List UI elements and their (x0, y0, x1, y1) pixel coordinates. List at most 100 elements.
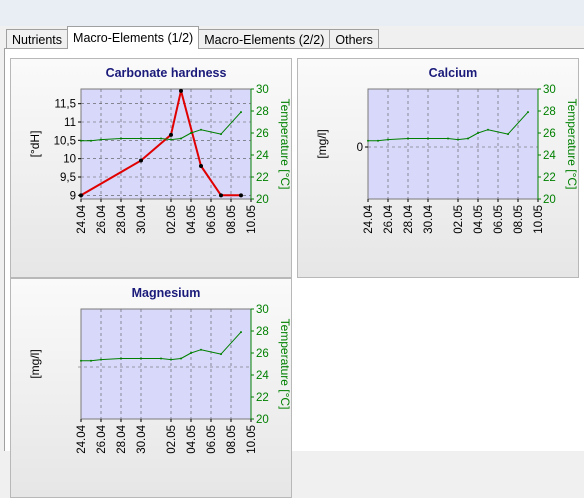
temperature-point (120, 357, 122, 360)
x-tick-label: 06.05 (206, 425, 218, 454)
x-tick-label: 10.05 (533, 205, 545, 234)
plot-area (80, 88, 252, 200)
temperature-tick-label: 22 (543, 172, 556, 184)
temperature-point (80, 139, 82, 142)
temperature-point (527, 111, 529, 114)
y-tick-label: 9 (70, 190, 76, 202)
temperature-tick-label: 28 (256, 326, 269, 338)
tab-bar: Nutrients Macro-Elements (1/2) Macro-Ele… (6, 26, 379, 49)
temperature-tick-label: 26 (256, 128, 269, 140)
temperature-tick-label: 30 (256, 304, 269, 316)
x-tick-label: 24.04 (363, 204, 375, 233)
x-tick-label: 06.05 (493, 205, 505, 234)
y-tick-label: 9,5 (60, 172, 76, 184)
temperature-point (170, 358, 172, 361)
temperature-point (160, 357, 162, 360)
x-tick-label: 26.04 (383, 204, 395, 233)
x-tick-label: 26.04 (96, 204, 108, 233)
temperature-point (200, 128, 202, 131)
hardness-point (79, 193, 83, 198)
temperature-point (427, 137, 429, 140)
x-tick-label: 06.05 (206, 205, 218, 234)
y-tick-label: 11 (64, 117, 76, 129)
temperature-tick-label: 20 (256, 194, 269, 206)
window-top-strip (0, 0, 584, 26)
temperature-tick-label: 20 (543, 194, 556, 206)
temperature-point (80, 359, 82, 362)
carbonate-hardness-chart-panel: Carbonate hardness 24.04 26.04 28.04 30.04 02… (10, 58, 292, 278)
temperature-tick-label: 24 (256, 370, 269, 382)
x-tick-label: 30.04 (423, 204, 435, 233)
x-tick-label: 04.05 (473, 205, 485, 234)
hardness-point (139, 158, 143, 163)
x-tick-label: 04.05 (186, 425, 198, 454)
x-tick-label: 02.05 (166, 205, 178, 234)
temperature-tick-label: 22 (256, 172, 269, 184)
temperature-point (160, 137, 162, 140)
x-tick-label: 10.05 (246, 205, 258, 234)
chart-title: Magnesium (132, 286, 201, 300)
temperature-point (367, 139, 369, 142)
x-tick-label: 26.04 (96, 424, 108, 453)
temperature-axis-label: Temperature [°C] (278, 99, 291, 190)
x-tick-label: 08.05 (226, 205, 238, 234)
x-tick-label: 02.05 (453, 205, 465, 234)
hardness-point (179, 88, 183, 93)
temperature-point (377, 139, 379, 142)
temperature-point (90, 359, 92, 362)
temperature-point (190, 352, 192, 354)
hardness-point (199, 164, 203, 168)
temperature-point (387, 138, 389, 141)
x-tick-label: 24.04 (76, 424, 88, 453)
temperature-point (200, 348, 202, 351)
temperature-point (170, 138, 172, 141)
temperature-tick-label: 24 (256, 150, 269, 162)
temperature-tick-label: 20 (256, 414, 269, 426)
temperature-point (100, 358, 102, 361)
temperature-tick-label: 28 (256, 106, 269, 118)
tab-macro-elements-1[interactable]: Macro-Elements (1/2) (67, 26, 200, 49)
calcium-chart-panel: Calcium 24.04 26.04 28.04 30.04 02.05 04.05 06.… (297, 58, 579, 278)
temperature-point (90, 139, 92, 142)
x-tick-label: 08.05 (226, 425, 238, 454)
magnesium-chart: Magnesium 24.04 26.04 28.04 30.04 02.05 04.05 0… (28, 286, 291, 454)
plot-area (367, 88, 539, 200)
carbonate-hardness-chart: Carbonate hardness 24.04 26.04 28.04 30.04 02… (28, 66, 291, 234)
x-tick-label: 02.05 (166, 425, 178, 454)
x-tick-label: 28.04 (116, 204, 128, 233)
x-tick-label: 24.04 (76, 204, 88, 233)
magnesium-chart-panel: Magnesium 24.04 26.04 28.04 30.04 02.05 04.05 0… (10, 278, 292, 498)
temperature-point (487, 128, 489, 131)
temperature-point (240, 331, 242, 334)
temperature-series-line (81, 111, 242, 142)
x-tick-label: 04.05 (186, 205, 198, 234)
x-tick-label: 30.04 (136, 204, 148, 233)
chart-title: Carbonate hardness (106, 66, 227, 80)
temperature-tick-label: 30 (543, 84, 556, 96)
temperature-tick-label: 28 (543, 106, 556, 118)
temperature-point (407, 137, 409, 140)
temperature-point (100, 138, 102, 141)
temperature-tick-label: 26 (256, 348, 269, 360)
y-axis-label: [mg/l] (315, 129, 329, 158)
temperature-tick-label: 30 (256, 84, 269, 96)
temperature-point (180, 357, 182, 360)
temperature-point (457, 138, 459, 141)
temperature-point (220, 133, 222, 136)
temperature-point (140, 357, 142, 360)
temperature-point (120, 137, 122, 140)
temperature-axis-label: Temperature [°C] (565, 99, 578, 190)
plot-area (80, 308, 252, 420)
tab-macro-elements-2[interactable]: Macro-Elements (2/2) (198, 29, 331, 49)
temperature-tick-label: 26 (543, 128, 556, 140)
temperature-point (467, 137, 469, 140)
y-axis-label: [mg/l] (28, 349, 42, 378)
tab-others[interactable]: Others (329, 29, 379, 49)
x-tick-label: 30.04 (136, 424, 148, 453)
tab-nutrients[interactable]: Nutrients (6, 29, 69, 49)
temperature-point (190, 132, 192, 134)
temperature-axis-label: Temperature [°C] (278, 319, 291, 410)
temperature-series-line (81, 331, 242, 362)
chart-title: Calcium (429, 66, 478, 80)
temperature-point (220, 353, 222, 356)
